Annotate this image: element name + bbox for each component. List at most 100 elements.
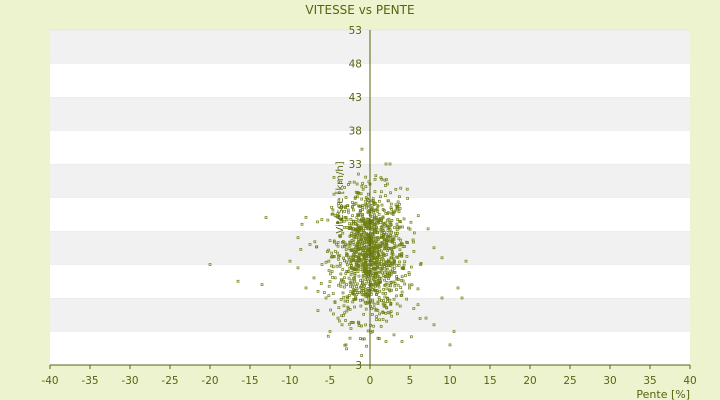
data-point [339,281,343,285]
x-tick-label: 20 [523,375,536,387]
data-point [370,210,374,214]
data-point [390,240,394,243]
data-point [360,147,364,151]
data-point [345,309,349,313]
data-point [336,212,340,216]
data-point [393,245,397,249]
data-point [372,324,375,328]
data-point [393,241,396,245]
data-point [355,182,359,186]
data-point [448,343,452,347]
data-point [380,190,383,194]
data-point [357,274,361,278]
data-point [348,294,351,297]
data-point [339,218,343,222]
data-point [405,240,408,244]
data-point [332,239,336,243]
data-point [336,244,340,248]
data-point [377,220,380,224]
data-point [352,202,356,206]
data-point [404,274,407,277]
data-point [392,210,395,214]
data-point [398,254,402,257]
data-point [361,253,365,257]
data-point [354,246,357,250]
data-point [381,208,385,211]
data-point [328,280,332,283]
data-point [352,298,356,301]
data-point [349,290,353,294]
data-point [387,199,390,203]
data-point [380,260,383,263]
data-point [353,197,357,200]
data-point [316,220,319,224]
data-point [383,265,386,268]
data-point [364,278,368,282]
data-point [361,182,364,185]
data-point [354,251,358,254]
data-point [357,226,361,229]
data-point [354,254,358,258]
data-point [383,284,387,287]
data-point [381,229,385,232]
data-point [360,229,364,233]
data-point [416,303,420,307]
data-point [330,251,334,255]
data-point [377,296,381,299]
data-point [361,273,365,277]
data-point [351,300,355,304]
data-point [377,213,381,216]
data-point [388,162,392,166]
data-point [360,293,364,296]
data-point [398,225,402,229]
data-point [418,317,422,320]
data-point [352,180,356,184]
data-point [380,299,383,303]
data-point [352,250,356,254]
data-point [337,306,341,310]
data-point [383,278,386,282]
data-point [342,304,346,308]
data-point [366,287,370,290]
data-point [394,188,398,191]
data-point [357,230,361,233]
data-point [345,218,349,222]
data-point [359,236,363,240]
data-point [364,199,367,203]
data-point [341,268,345,271]
x-tick-label: 0 [367,375,374,387]
data-point [361,187,365,191]
data-point [379,276,383,280]
data-point [364,323,367,327]
data-point [390,248,393,251]
data-point [393,266,396,270]
data-point [393,284,397,288]
data-point [347,276,351,280]
data-point [371,251,375,254]
data-point [374,269,378,273]
data-point [356,270,360,274]
data-point [377,199,381,203]
data-point [361,219,365,223]
x-tick-label: -15 [241,375,258,387]
data-point [264,216,268,219]
data-point [333,276,337,280]
data-point [342,219,346,223]
data-point [366,201,370,204]
data-point [343,276,346,280]
data-point [381,216,385,220]
data-point [380,203,384,207]
data-point [358,298,362,302]
data-point [395,294,398,298]
data-point [373,272,377,276]
data-point [374,289,378,292]
data-point [357,240,360,244]
data-point [401,225,404,229]
data-point [376,210,380,213]
data-point [359,217,363,221]
x-tick-labels: -40 -35 -30 -25 -20 -15 -10 -5 0 5 10 15 20 25 30 35 40 [41,365,697,387]
data-point [344,206,347,210]
data-point [375,264,379,268]
data-point [389,302,393,305]
data-point [383,270,387,274]
